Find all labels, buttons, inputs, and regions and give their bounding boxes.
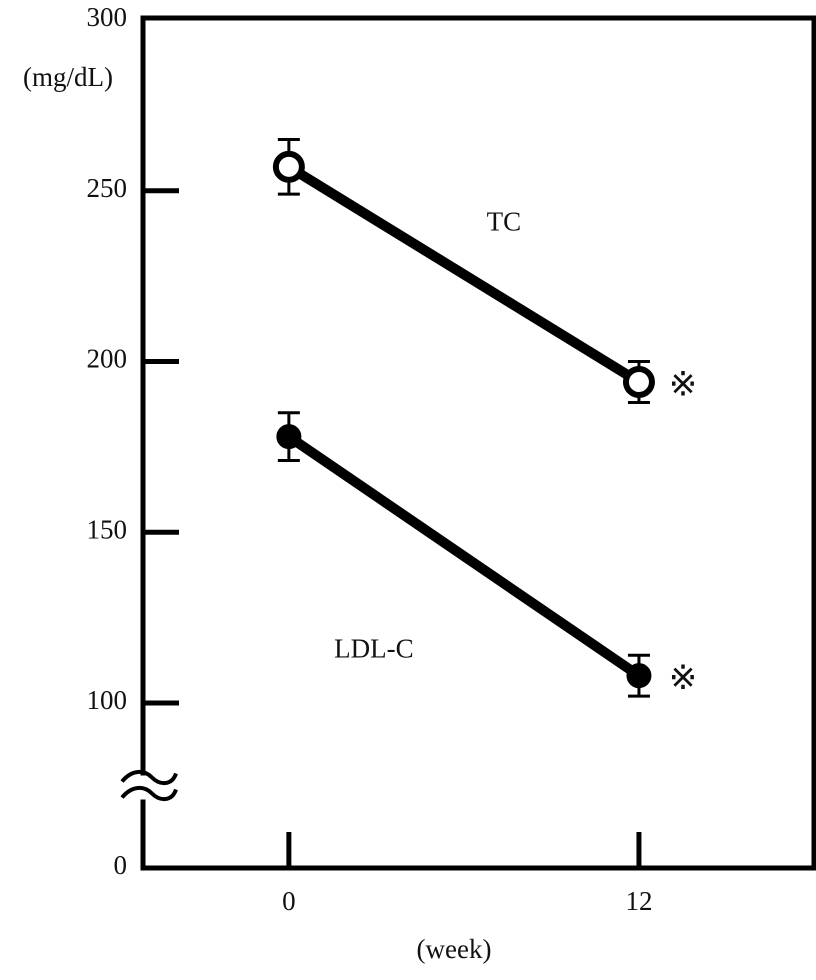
series-label: TC <box>487 207 522 237</box>
series-label: LDL-C <box>334 633 413 663</box>
marker <box>622 365 655 398</box>
marker <box>272 150 305 183</box>
axis-break <box>120 786 178 801</box>
y-axis-label: (mg/dL) <box>23 62 113 92</box>
y-tick-label: 300 <box>87 2 128 32</box>
plot-frame <box>140 15 816 871</box>
y-tick-label: 150 <box>87 514 128 544</box>
axis-break <box>120 770 178 785</box>
marker <box>626 663 652 689</box>
series-line <box>286 432 642 680</box>
y-tick-label: 0 <box>114 850 128 880</box>
x-axis-label: (week) <box>417 934 492 964</box>
y-tick-label: 100 <box>87 685 128 715</box>
x-tick-label: 12 <box>625 886 652 916</box>
marker <box>276 424 302 450</box>
x-tick-label: 0 <box>282 886 296 916</box>
y-tick-label: 200 <box>87 344 128 374</box>
y-tick-label: 250 <box>87 173 128 203</box>
significance-mark: ※ <box>669 658 698 698</box>
series-line <box>286 162 642 387</box>
significance-mark: ※ <box>669 364 698 404</box>
